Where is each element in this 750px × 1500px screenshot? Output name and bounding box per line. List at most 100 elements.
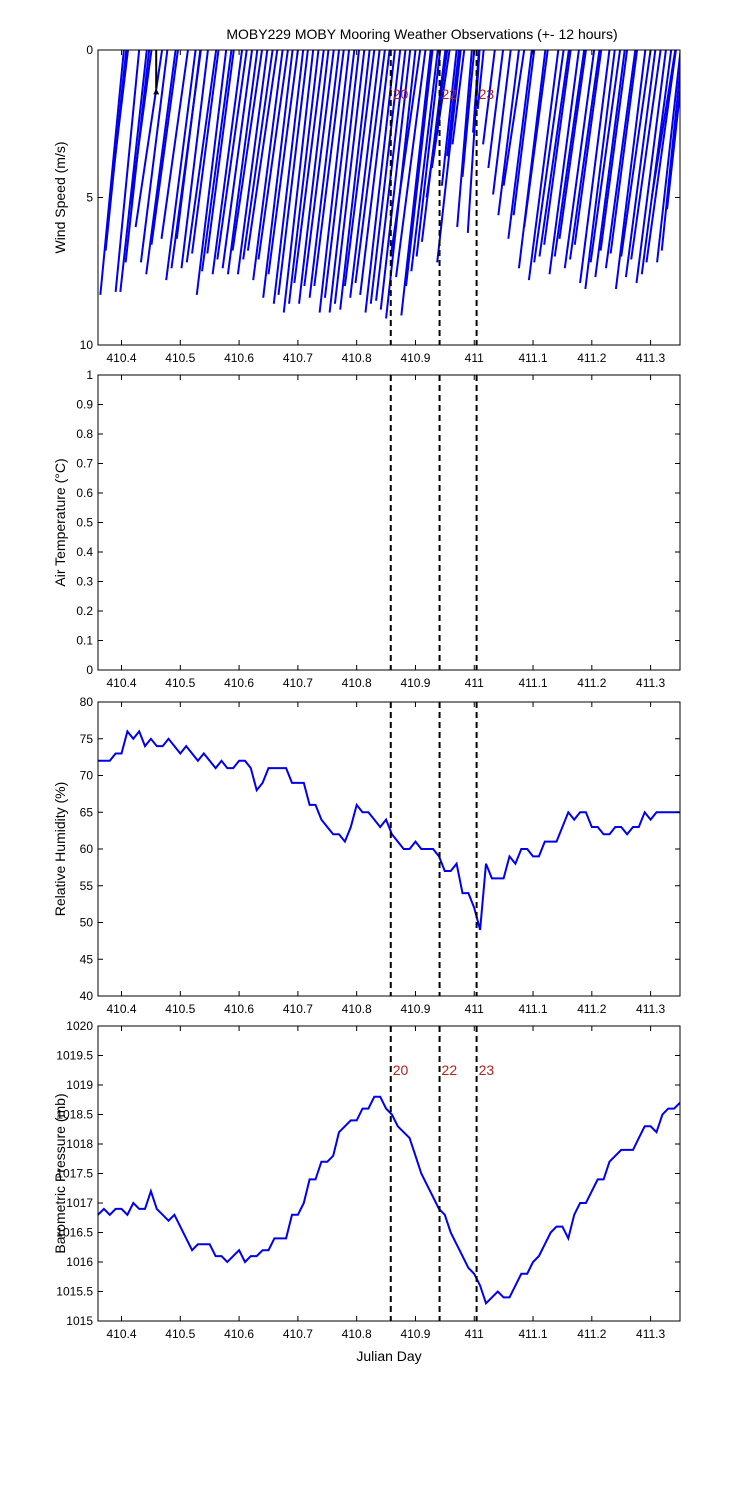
wind-stick [262,50,294,298]
wind-stick [139,50,169,263]
wind-stick [415,50,442,257]
x-tick-label: 411.3 [636,351,665,365]
event-marker-label: 22 [442,86,458,102]
wind-stick [165,50,197,281]
y-tick-label: 0.5 [76,516,93,530]
y-tick-label: 0.2 [76,604,93,618]
y-tick-label: 1015 [66,1314,93,1328]
x-tick-label: 410.8 [342,351,372,365]
wind-stick [666,83,680,210]
wind-stick [150,50,179,245]
y-tick-label: 70 [80,769,94,783]
wind-stick [185,50,218,263]
wind-stick [298,50,330,304]
x-tick-label: 411.3 [636,1002,665,1016]
event-marker-label: 20 [393,86,409,102]
wind-stick [497,50,520,216]
wind-stick [359,50,391,295]
y-tick-label: 0 [86,663,93,677]
x-tick-label: 410.6 [224,351,254,365]
wind-stick [221,50,254,269]
x-tick-label: 411.3 [636,1327,665,1341]
wind-stick [395,50,427,278]
wind-stick [487,50,505,169]
wind-stick [267,50,299,275]
pressure-x-axis-label: Julian Day [356,1348,421,1364]
wind-stick [246,50,279,251]
y-tick-label: 0.7 [76,457,93,471]
x-tick-label: 411.2 [577,1327,606,1341]
wind-stick [425,50,449,198]
y-tick-label: 55 [80,879,94,893]
x-tick-label: 410.7 [283,676,313,690]
wind-stick [543,50,572,245]
wind-stick [538,50,570,257]
wind-stick [160,50,189,239]
x-tick-label: 410.5 [165,1327,195,1341]
y-tick-label: 0.9 [76,398,93,412]
wind-stick [635,50,667,284]
wind-stick [461,50,476,177]
wind-stick [492,50,512,195]
y-tick-label: 1016 [66,1255,93,1269]
wind-stick [242,50,274,260]
wind-stick [624,50,657,278]
x-tick-label: 410.4 [106,1327,136,1341]
y-tick-label: 1019 [66,1078,93,1092]
event-marker-label: 22 [442,1062,458,1078]
wind-stick [630,50,662,260]
wind-stick [645,50,677,263]
wind-stick [533,50,565,263]
x-tick-label: 410.8 [342,1327,372,1341]
x-tick-label: 411.1 [518,676,547,690]
y-tick-label: 0.3 [76,575,93,589]
y-tick-label: 75 [80,732,94,746]
wind-stick [211,50,244,275]
wind-stick [558,50,587,239]
wind-stick [579,50,611,284]
wind-stick [446,50,460,157]
wind-stick [656,50,680,263]
y-tick-label: 1020 [66,1019,93,1033]
x-tick-label: 410.5 [165,676,195,690]
wind-stick [303,50,335,287]
wind-sticks [99,50,680,319]
wind-stick [175,50,202,239]
wind-stick [272,50,305,304]
wind-stick [257,50,289,260]
wind-stick [609,50,639,254]
wind-stick [109,50,129,198]
wind-stick [440,50,458,186]
wind-stick [589,50,622,263]
y-tick-label: 1017 [66,1196,93,1210]
y-tick-label: 1017.5 [56,1167,93,1181]
x-tick-label: 411.1 [518,1002,547,1016]
x-tick-label: 410.6 [224,1002,254,1016]
x-tick-label: 410.4 [106,351,136,365]
wind-stick [456,50,473,228]
wind-stick [650,50,677,198]
wind-stick [660,63,680,251]
x-tick-label: 410.8 [342,676,372,690]
y-tick-label: 80 [80,695,94,709]
wind-stick [252,50,284,281]
wind-stick [430,50,451,169]
wind-stick [379,50,412,310]
wind-stick [389,50,422,257]
x-tick-label: 411.1 [518,1327,547,1341]
y-tick-label: 0.4 [76,545,93,559]
wind-stick [507,50,533,239]
y-tick-label: 10 [80,338,94,352]
x-tick-label: 410.4 [106,676,136,690]
x-tick-label: 410.4 [106,1002,136,1016]
wind-stick [343,50,376,287]
x-tick-label: 410.6 [224,676,254,690]
wind-stick [349,50,381,298]
wind-stick [451,50,466,145]
x-tick-label: 410.9 [400,1327,430,1341]
x-tick-label: 410.7 [283,351,313,365]
x-tick-label: 410.9 [400,1002,430,1016]
wind-arrow-head [153,88,160,95]
y-tick-label: 1018 [66,1137,93,1151]
